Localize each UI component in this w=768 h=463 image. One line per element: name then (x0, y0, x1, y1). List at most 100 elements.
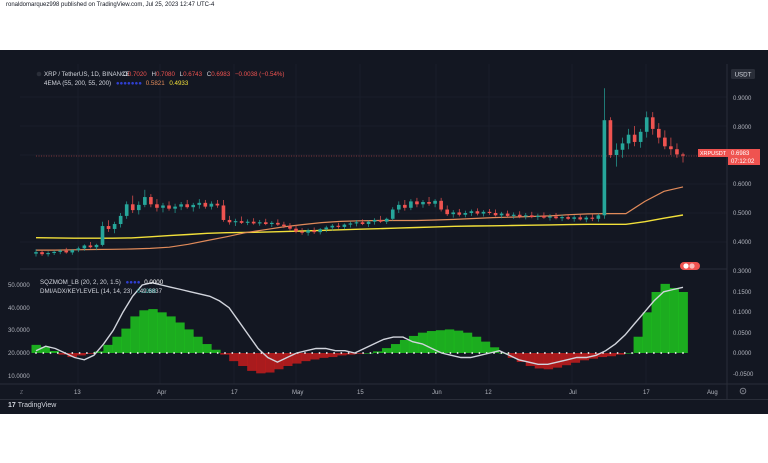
momentum-bar (363, 353, 374, 354)
candle-body (620, 143, 625, 150)
sqzmom-legend[interactable]: SQZMOM_LB (20, 2, 20, 1.5) ●●●● 0.0000 (40, 279, 164, 286)
candle-body (197, 202, 202, 205)
squeeze-dot (231, 352, 234, 354)
candle-body (215, 203, 220, 206)
squeeze-dot (667, 352, 670, 354)
squeeze-dot (56, 352, 59, 354)
symbol-legend[interactable]: XRP / TetherUS, 1D, BINANCE O0.7020 H0.7… (36, 71, 285, 87)
sqzmom-value: 0.0000 (144, 279, 163, 286)
tag-price: 0.6983 (731, 151, 750, 157)
time-axis[interactable]: Z 13 Apr 17 May 15 Jun 12 Jul 17 Aug (20, 387, 747, 396)
price-axis[interactable]: 0.9000 0.8000 0.6000 0.5000 0.4000 0.300… (733, 96, 752, 275)
candle-body (511, 214, 516, 216)
dmi-legend[interactable]: DMI/ADX/KEYLEVEL (14, 14, 23) 0.1286 49.… (40, 288, 163, 295)
adx-line (35, 281, 684, 365)
candle-body (614, 149, 619, 155)
candle-body (360, 222, 365, 225)
candle-body (221, 205, 226, 220)
open-label: O (123, 71, 128, 78)
squeeze-dot (129, 352, 132, 354)
candle-body (560, 217, 564, 219)
squeeze-dot (202, 352, 205, 354)
momentum-bar (49, 350, 59, 353)
squeeze-dot (391, 352, 394, 354)
squeeze-dot (267, 352, 270, 354)
candle-body (523, 215, 528, 217)
momentum-bar (31, 344, 41, 353)
squeeze-dot (376, 352, 379, 354)
adx-tick: 50.0000 (8, 283, 30, 289)
candle-body (445, 209, 449, 215)
chart-canvas[interactable]: XRP / TetherUS, 1D, BINANCE O0.7020 H0.7… (0, 64, 768, 399)
indicator-legend[interactable]: SQZMOM_LB (20, 2, 20, 1.5) ●●●● 0.0000 D… (40, 279, 164, 295)
momentum-bar (157, 312, 167, 353)
candle-body (548, 216, 552, 218)
high-label: H (152, 71, 156, 78)
candle-body (185, 204, 189, 208)
candle-body (481, 211, 486, 214)
squeeze-dot (653, 352, 655, 354)
zoom-icon[interactable]: Z (20, 390, 23, 396)
momentum-tick: 0.0500 (733, 331, 752, 337)
momentum-bar (202, 344, 212, 353)
momentum-bar (103, 344, 113, 353)
momentum-bar (67, 353, 77, 358)
momentum-bar (642, 312, 652, 353)
squeeze-dot (529, 352, 532, 354)
events-marker[interactable] (680, 262, 700, 270)
squeeze-dot (587, 352, 590, 354)
momentum-axis[interactable]: 0.1500 0.1000 0.0500 0.0000 -0.0500 (733, 290, 754, 378)
candle-body (421, 201, 425, 205)
candle-body (245, 221, 250, 223)
momentum-bar (130, 316, 140, 353)
currency-button[interactable]: USDT (731, 69, 755, 79)
momentum-bar (328, 353, 338, 358)
tradingview-chart-window: XRP / TetherUS, 1D, BINANCE O0.7020 H0.7… (0, 50, 768, 414)
momentum-bar (346, 353, 356, 355)
candle-body (475, 211, 480, 214)
candle-body (239, 221, 244, 223)
legend-collapse-icon[interactable] (36, 71, 42, 77)
candle-body (608, 120, 613, 155)
momentum-bar (651, 292, 661, 353)
squeeze-dot (311, 352, 314, 354)
momentum-bar (525, 353, 536, 367)
squeeze-dot (187, 352, 190, 354)
candle-body (542, 215, 546, 218)
candle-body (554, 216, 558, 219)
candle-body (596, 215, 601, 219)
time-tick: Jun (432, 390, 442, 396)
candle-body (626, 134, 631, 144)
squeeze-dot (565, 352, 568, 354)
ema-legend[interactable]: 4EMA (55, 200, 55, 200) ●●●●●●● 0.5821 0… (44, 80, 189, 87)
momentum-bar (40, 346, 50, 353)
change-value: −0.0038 (−0.54%) (235, 71, 285, 78)
squeeze-dot (456, 352, 459, 354)
squeeze-dot (49, 352, 52, 354)
candle-body (433, 200, 437, 204)
candle-body (106, 226, 111, 229)
candle-body (336, 225, 341, 227)
time-tick: 12 (485, 390, 492, 396)
candle-body (312, 230, 316, 233)
momentum-bar (453, 330, 464, 353)
momentum-bar (229, 353, 239, 362)
candle-body (517, 214, 522, 217)
momentum-bar (175, 322, 185, 353)
squeeze-dot (471, 352, 474, 354)
tradingview-brand[interactable]: 17 TradingView (8, 402, 56, 409)
low-label: L (180, 71, 184, 78)
time-tick: 17 (643, 390, 650, 396)
candle-body (143, 197, 147, 205)
squeeze-dot (158, 352, 161, 354)
squeeze-dot (631, 352, 633, 354)
candle-body (155, 204, 159, 208)
momentum-bar (444, 329, 455, 353)
symbol-title: XRP / TetherUS, 1D, BINANCE (44, 71, 130, 78)
squeeze-dot (333, 352, 335, 354)
momentum-bar (238, 353, 248, 367)
time-tick: Apr (157, 390, 166, 396)
adx-tick: 30.0000 (8, 328, 30, 334)
settings-gear-icon[interactable] (739, 387, 747, 395)
candle-body (451, 212, 456, 215)
